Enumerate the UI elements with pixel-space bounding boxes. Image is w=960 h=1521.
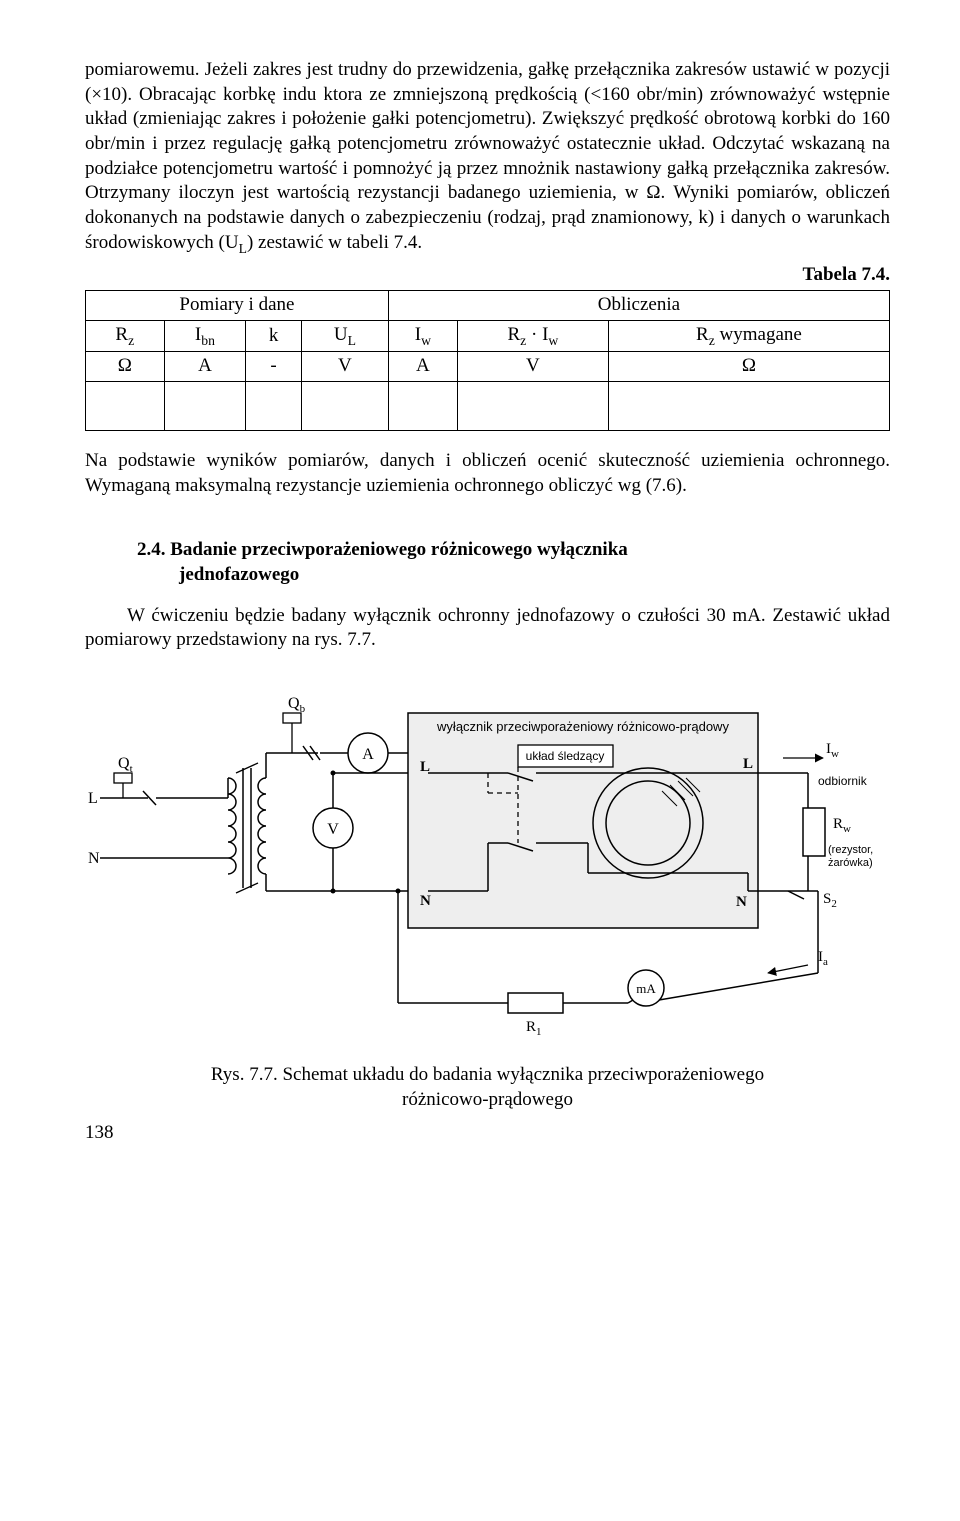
para3: W ćwiczeniu będzie badany wyłącznik ochr… — [85, 604, 890, 653]
unit-a2: A — [388, 352, 457, 382]
col-k: k — [246, 320, 302, 352]
section-title: 2.4. Badanie przeciwporażeniowego różnic… — [85, 538, 890, 587]
label-iw: Iw — [826, 741, 839, 760]
label-rw: Rw — [833, 816, 851, 835]
label-r1: R1 — [526, 1019, 542, 1038]
label-n-left: N — [88, 850, 100, 867]
label-n-in: N — [420, 893, 431, 909]
para2: Na podstawie wyników pomiarów, danych i … — [85, 449, 890, 498]
col-ul: UL — [301, 320, 388, 352]
label-rezystor: (rezystor, — [828, 844, 873, 856]
para1-sub: L — [239, 241, 247, 256]
col-ibn: Ibn — [164, 320, 246, 352]
table-label: Tabela 7.4. — [85, 263, 890, 288]
label-l-out: L — [743, 756, 753, 772]
results-table: Pomiary i dane Obliczenia Rz Ibn k UL Iw… — [85, 290, 890, 431]
unit-a1: A — [164, 352, 246, 382]
label-ia: Ia — [818, 949, 828, 968]
col-rziw: Rz · Iw — [457, 320, 608, 352]
voltmeter-label: V — [327, 821, 339, 838]
para1-text: pomiarowemu. Jeżeli zakres jest trudny d… — [85, 59, 890, 253]
label-qb: Qb — [288, 695, 306, 715]
label-zarowka: żarówka) — [828, 857, 873, 869]
unit-ohm2: Ω — [608, 352, 889, 382]
label-qt: Qt — [118, 755, 133, 775]
para1-tail: ) zestawić w tabeli 7.4. — [247, 232, 422, 253]
label-s2: S2 — [823, 891, 837, 910]
label-odbiornik: odbiornik — [818, 774, 868, 788]
unit-v1: V — [301, 352, 388, 382]
page-number: 138 — [85, 1121, 890, 1146]
tracking-unit-label: układ śledzący — [525, 749, 604, 763]
ammeter-label: A — [362, 746, 374, 763]
unit-ohm: Ω — [86, 352, 165, 382]
label-n-out: N — [736, 894, 747, 910]
col-rz: Rz — [86, 320, 165, 352]
empty-row — [86, 382, 890, 431]
breaker-title: wyłącznik przeciwporażeniowy różnicowo-p… — [436, 719, 729, 734]
intro-paragraph: pomiarowemu. Jeżeli zakres jest trudny d… — [85, 58, 890, 257]
col-rz-wymagane: Rz wymagane — [608, 320, 889, 352]
ma-meter-label: mA — [636, 981, 656, 996]
table-header-obliczenia: Obliczenia — [388, 291, 889, 321]
unit-v2: V — [457, 352, 608, 382]
col-iw: Iw — [388, 320, 457, 352]
label-l-left: L — [88, 790, 98, 807]
unit-dash: - — [246, 352, 302, 382]
circuit-diagram: L N Qt Qb A V wyłącznik przeciwporażenio… — [88, 673, 888, 1053]
figure-caption: Rys. 7.7. Schemat układu do badania wyłą… — [85, 1063, 890, 1112]
table-header-pomiary: Pomiary i dane — [86, 291, 389, 321]
